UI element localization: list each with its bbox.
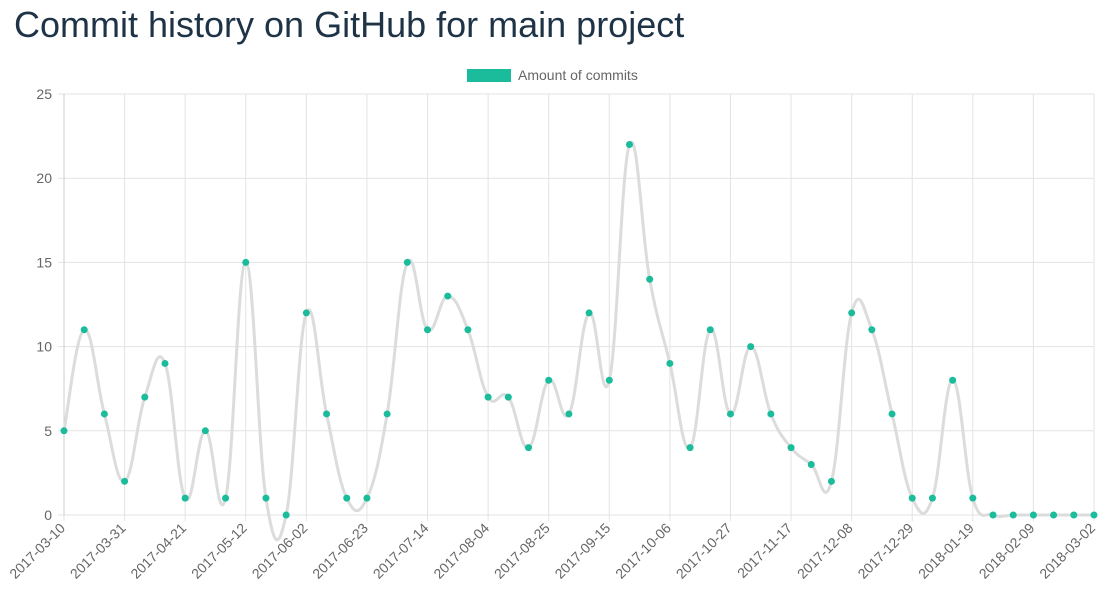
data-point[interactable] [222,494,230,502]
data-point[interactable] [504,393,512,401]
x-tick-label: 2017-12-08 [794,520,856,582]
data-point[interactable] [302,309,310,317]
x-tick-label: 2017-03-10 [6,520,68,582]
x-tick-label: 2017-11-17 [734,520,795,581]
data-point[interactable] [868,326,876,334]
axes: 0 5 10 15 20 25 2017-03-102017-03-312017-04-21… [6,86,1098,582]
data-point[interactable] [585,309,593,317]
data-point[interactable] [646,275,654,283]
x-tick-label: 2017-10-06 [612,520,674,582]
x-tick-label: 2018-02-09 [976,520,1038,582]
y-tick-label: 5 [44,423,52,439]
x-tick-label: 2018-03-02 [1036,520,1098,582]
data-point[interactable] [848,309,856,317]
data-point[interactable] [928,494,936,502]
y-tick-label: 20 [36,170,52,186]
data-point[interactable] [60,427,68,435]
data-point[interactable] [403,258,411,266]
x-tick-label: 2018-01-19 [915,520,977,582]
x-tick-label: 2017-08-04 [430,520,492,582]
x-tick-label: 2017-09-15 [551,520,613,582]
series-line [62,140,1094,542]
data-point[interactable] [141,393,149,401]
data-point[interactable] [262,494,270,502]
data-point[interactable] [1009,511,1017,519]
y-tick-label: 15 [36,254,52,270]
x-tick-label: 2017-04-21 [127,520,189,582]
data-point[interactable] [787,444,795,452]
data-point[interactable] [242,258,250,266]
data-point[interactable] [424,326,432,334]
data-point[interactable] [767,410,775,418]
data-point[interactable] [363,494,371,502]
data-point[interactable] [706,326,714,334]
data-point[interactable] [625,141,633,149]
data-point[interactable] [949,376,957,384]
data-point[interactable] [686,444,694,452]
data-point[interactable] [807,460,815,468]
data-point[interactable] [343,494,351,502]
data-point[interactable] [181,494,189,502]
data-point[interactable] [545,376,553,384]
x-tick-label: 2017-12-29 [854,520,916,582]
data-point[interactable] [323,410,331,418]
data-point[interactable] [565,410,573,418]
data-point[interactable] [525,444,533,452]
data-point[interactable] [989,511,997,519]
y-tick-label: 25 [36,86,52,102]
data-point[interactable] [1090,511,1098,519]
legend-swatch[interactable] [465,67,513,84]
data-point[interactable] [726,410,734,418]
data-point[interactable] [827,477,835,485]
data-point[interactable] [908,494,916,502]
data-point[interactable] [888,410,896,418]
legend-label[interactable]: Amount of commits [518,67,638,83]
x-tick-label: 2017-10-27 [673,520,735,582]
data-point[interactable] [121,477,129,485]
data-point[interactable] [605,376,613,384]
data-point[interactable] [747,343,755,351]
data-point[interactable] [100,410,108,418]
data-point[interactable] [201,427,209,435]
data-point[interactable] [484,393,492,401]
series-line-layer [62,140,1094,542]
x-tick-label: 2017-06-02 [249,520,311,582]
x-tick-label: 2017-06-23 [309,520,371,582]
data-point[interactable] [1070,511,1078,519]
x-tick-label: 2017-07-14 [370,520,432,582]
grid-lines [58,93,1095,521]
data-point[interactable] [161,359,169,367]
page-title: Commit history on GitHub for main projec… [14,4,685,45]
data-point[interactable] [969,494,977,502]
data-point[interactable] [383,410,391,418]
x-tick-label: 2017-05-12 [188,520,250,582]
data-point[interactable] [1029,511,1037,519]
data-point[interactable] [464,326,472,334]
legend[interactable]: Amount of commits [465,67,638,84]
x-tick-label: 2017-03-31 [67,520,129,582]
x-tick-label: 2017-08-25 [491,520,553,582]
y-tick-label: 10 [36,339,52,355]
data-point[interactable] [444,292,452,300]
data-point[interactable] [666,359,674,367]
data-point[interactable] [1050,511,1058,519]
data-points [60,141,1098,519]
data-point[interactable] [80,326,88,334]
data-point[interactable] [282,511,290,519]
y-tick-label: 0 [44,507,52,523]
